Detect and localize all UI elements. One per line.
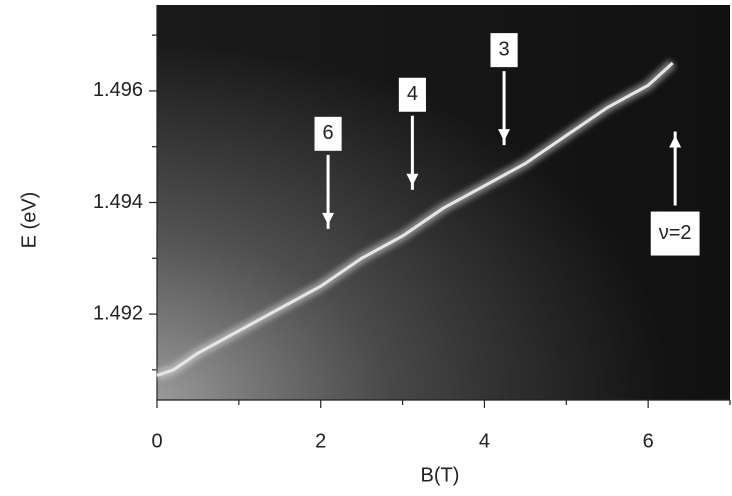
x-tick-label: 4 (479, 430, 490, 452)
annotation-label: 4 (407, 83, 418, 105)
arrow-head (406, 173, 419, 186)
annotation-box (650, 211, 700, 256)
y-axis-label: E (eV) (18, 192, 40, 249)
y-tick-label: 1.496 (93, 79, 143, 101)
x-tick-label: 0 (151, 430, 162, 452)
annotation-box (314, 116, 342, 151)
x-tick-label: 6 (643, 430, 654, 452)
x-tick-label: 2 (315, 430, 326, 452)
y-tick-label: 1.494 (93, 191, 143, 213)
annotation-label: ν=2 (659, 222, 692, 244)
trace (156, 61, 674, 377)
annotation-box (490, 33, 518, 68)
arrow-head (322, 212, 335, 225)
annotation-box (398, 77, 426, 112)
arrow-head (498, 129, 511, 142)
y-tick-label: 1.492 (93, 302, 143, 324)
x-axis-label: B(T) (421, 464, 460, 486)
arrow-head (669, 135, 682, 148)
annotation-label: 3 (499, 38, 510, 60)
annotation-label: 6 (323, 122, 334, 144)
